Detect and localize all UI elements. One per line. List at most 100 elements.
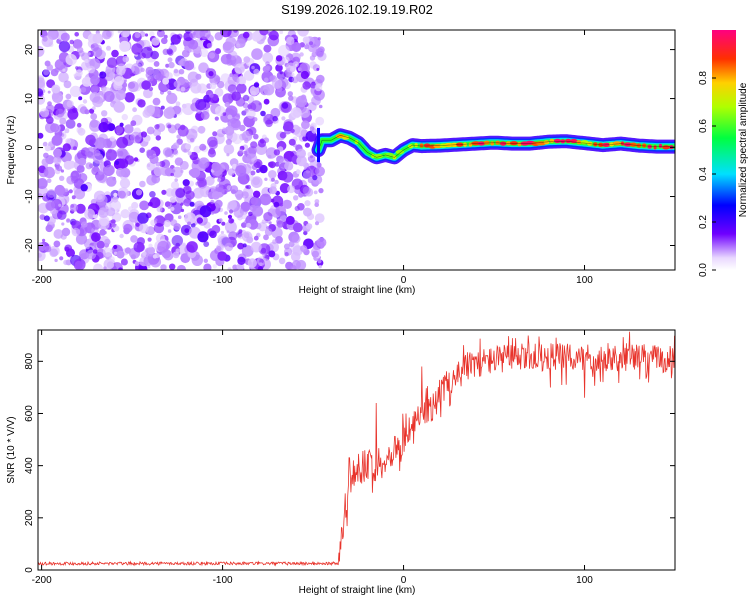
spectrogram-noise-blob: [237, 242, 245, 250]
spectrogram-noise-blob: [84, 59, 89, 63]
spectrogram-noise-blob: [64, 188, 69, 193]
spectrogram-noise-blob: [222, 188, 228, 195]
spectrogram-noise-blob: [57, 210, 67, 220]
spectrogram-noise-blob: [154, 124, 160, 130]
spectrogram-y-label: Frequency (Hz): [6, 116, 17, 185]
spectrogram-noise-blob: [250, 141, 258, 149]
spectrogram-noise-blob: [167, 124, 172, 129]
spectrogram-noise-blob: [115, 167, 125, 177]
spectrogram-noise-blob: [251, 65, 255, 70]
spectrogram-noise-blob: [149, 31, 155, 37]
spectrogram-noise-blob: [119, 40, 131, 53]
spectrogram-noise-blob: [62, 143, 71, 152]
spectrogram-noise-blob: [180, 208, 185, 213]
colorbar-tick-label: 0.0: [698, 263, 709, 277]
spectrogram-noise-blob: [250, 90, 257, 97]
spectrogram-noise-blob: [72, 107, 78, 113]
spectrogram-noise-blob: [156, 206, 163, 213]
spectrogram-noise-blob: [105, 203, 112, 210]
spectrogram-noise-blob: [183, 148, 187, 153]
spectrogram-noise-blob: [259, 30, 269, 36]
spectrogram-noise-blob: [257, 266, 264, 270]
spectrogram-noise-blob: [166, 48, 173, 55]
spectrogram-noise-blob: [75, 66, 79, 70]
spectrogram-noise-blob: [160, 165, 171, 176]
spectrogram-noise-blob: [84, 208, 95, 220]
spectrogram-noise-blob: [257, 222, 268, 232]
spectrogram-noise-blob: [279, 214, 287, 223]
spectrogram-noise-blob: [38, 132, 44, 139]
spectrogram-noise-blob: [222, 112, 227, 116]
spectrogram-noise-blob: [260, 110, 266, 117]
spectrogram-noise-blob: [274, 179, 279, 185]
spectrogram-noise-blob: [216, 128, 226, 138]
spectrogram-noise-blob: [248, 211, 253, 217]
spectrogram-noise-blob: [199, 30, 211, 40]
spectrogram-noise-blob: [263, 234, 269, 241]
spectrogram-noise-blob: [147, 163, 151, 167]
spectrogram-noise-blob: [165, 63, 170, 68]
spectrogram-noise-blob: [149, 191, 156, 198]
spectrogram-noise-blob: [276, 220, 284, 228]
spectrogram-noise-blob: [71, 195, 76, 200]
spectrogram-noise-blob: [247, 258, 257, 268]
spectrogram-noise-blob: [235, 231, 243, 238]
spectrogram-noise-blob: [197, 177, 207, 188]
spectrogram-noise-blob: [208, 93, 214, 98]
spectrogram-noise-blob: [211, 162, 221, 172]
spectrogram-noise-blob: [212, 264, 217, 269]
spectrogram-noise-blob: [51, 134, 63, 146]
spectrogram-noise-blob: [214, 87, 224, 97]
spectrogram-noise-blob: [226, 55, 237, 66]
spectrogram-noise-blob: [289, 67, 295, 72]
spectrogram-hotspot: [543, 140, 550, 145]
x-tick-label: 100: [576, 575, 593, 586]
spectrogram-x-label: Height of straight line (km): [299, 285, 416, 296]
spectrogram-noise-blob: [111, 223, 116, 228]
spectrogram-noise-blob: [278, 44, 290, 57]
spectrogram-noise-blob: [227, 168, 235, 176]
spectrogram-noise-blob: [302, 81, 311, 90]
spectrogram-noise-blob: [268, 161, 276, 169]
spectrogram-noise-blob: [300, 70, 309, 80]
spectrogram-noise-blob: [227, 114, 233, 120]
y-tick-label: 600: [24, 405, 35, 422]
spectrogram-noise-blob: [61, 227, 71, 237]
spectrogram-noise-blob: [179, 160, 189, 170]
spectrogram-noise-blob: [106, 57, 118, 68]
spectrogram-noise-blob: [232, 264, 238, 270]
spectrogram-noise-blob: [121, 113, 128, 121]
spectrogram-noise-blob: [95, 171, 108, 183]
spectrogram-noise-blob: [246, 222, 252, 228]
spectrogram-noise-blob: [200, 48, 209, 58]
spectrogram-noise-blob: [80, 87, 87, 93]
spectrogram-noise-blob: [273, 149, 281, 156]
spectrogram-signal-track: [311, 127, 675, 165]
spectrogram-noise-blob: [97, 194, 103, 200]
spectrogram-noise-blob: [275, 55, 283, 62]
spectrogram-noise-blob: [63, 80, 72, 89]
spectrogram-hotspot: [576, 140, 582, 145]
spectrogram-frame: [37, 29, 676, 271]
spectrogram-x-ticks: -200 -100 0 100: [32, 30, 593, 286]
spectrogram-noise-blob: [268, 241, 279, 253]
spectrogram-noise-blob: [231, 38, 236, 43]
spectrogram-noise-blob: [104, 164, 116, 176]
spectrogram-noise-blob: [208, 52, 216, 59]
snr-frame: [37, 329, 676, 571]
spectrogram-noise-blob: [140, 131, 147, 138]
spectrogram-noise-blob: [175, 188, 186, 198]
spectrogram-noise-blob: [103, 266, 107, 270]
spectrogram-noise-blob: [163, 34, 168, 39]
spectrogram-noise-blob: [215, 48, 221, 55]
spectrogram-noise-blob: [269, 75, 275, 81]
spectrogram-noise-blob: [80, 184, 88, 192]
spectrogram-noise-blob: [128, 211, 140, 223]
spectrogram-noise-blob: [287, 185, 296, 194]
spectrogram-noise-blob: [152, 97, 161, 106]
spectrogram-noise-blob: [304, 200, 311, 207]
spectrogram-noise-blob: [49, 248, 58, 258]
spectrogram-noise-blob: [59, 256, 64, 261]
spectrogram-hotspot: [642, 143, 647, 148]
spectrogram-noise-blob: [218, 218, 223, 223]
